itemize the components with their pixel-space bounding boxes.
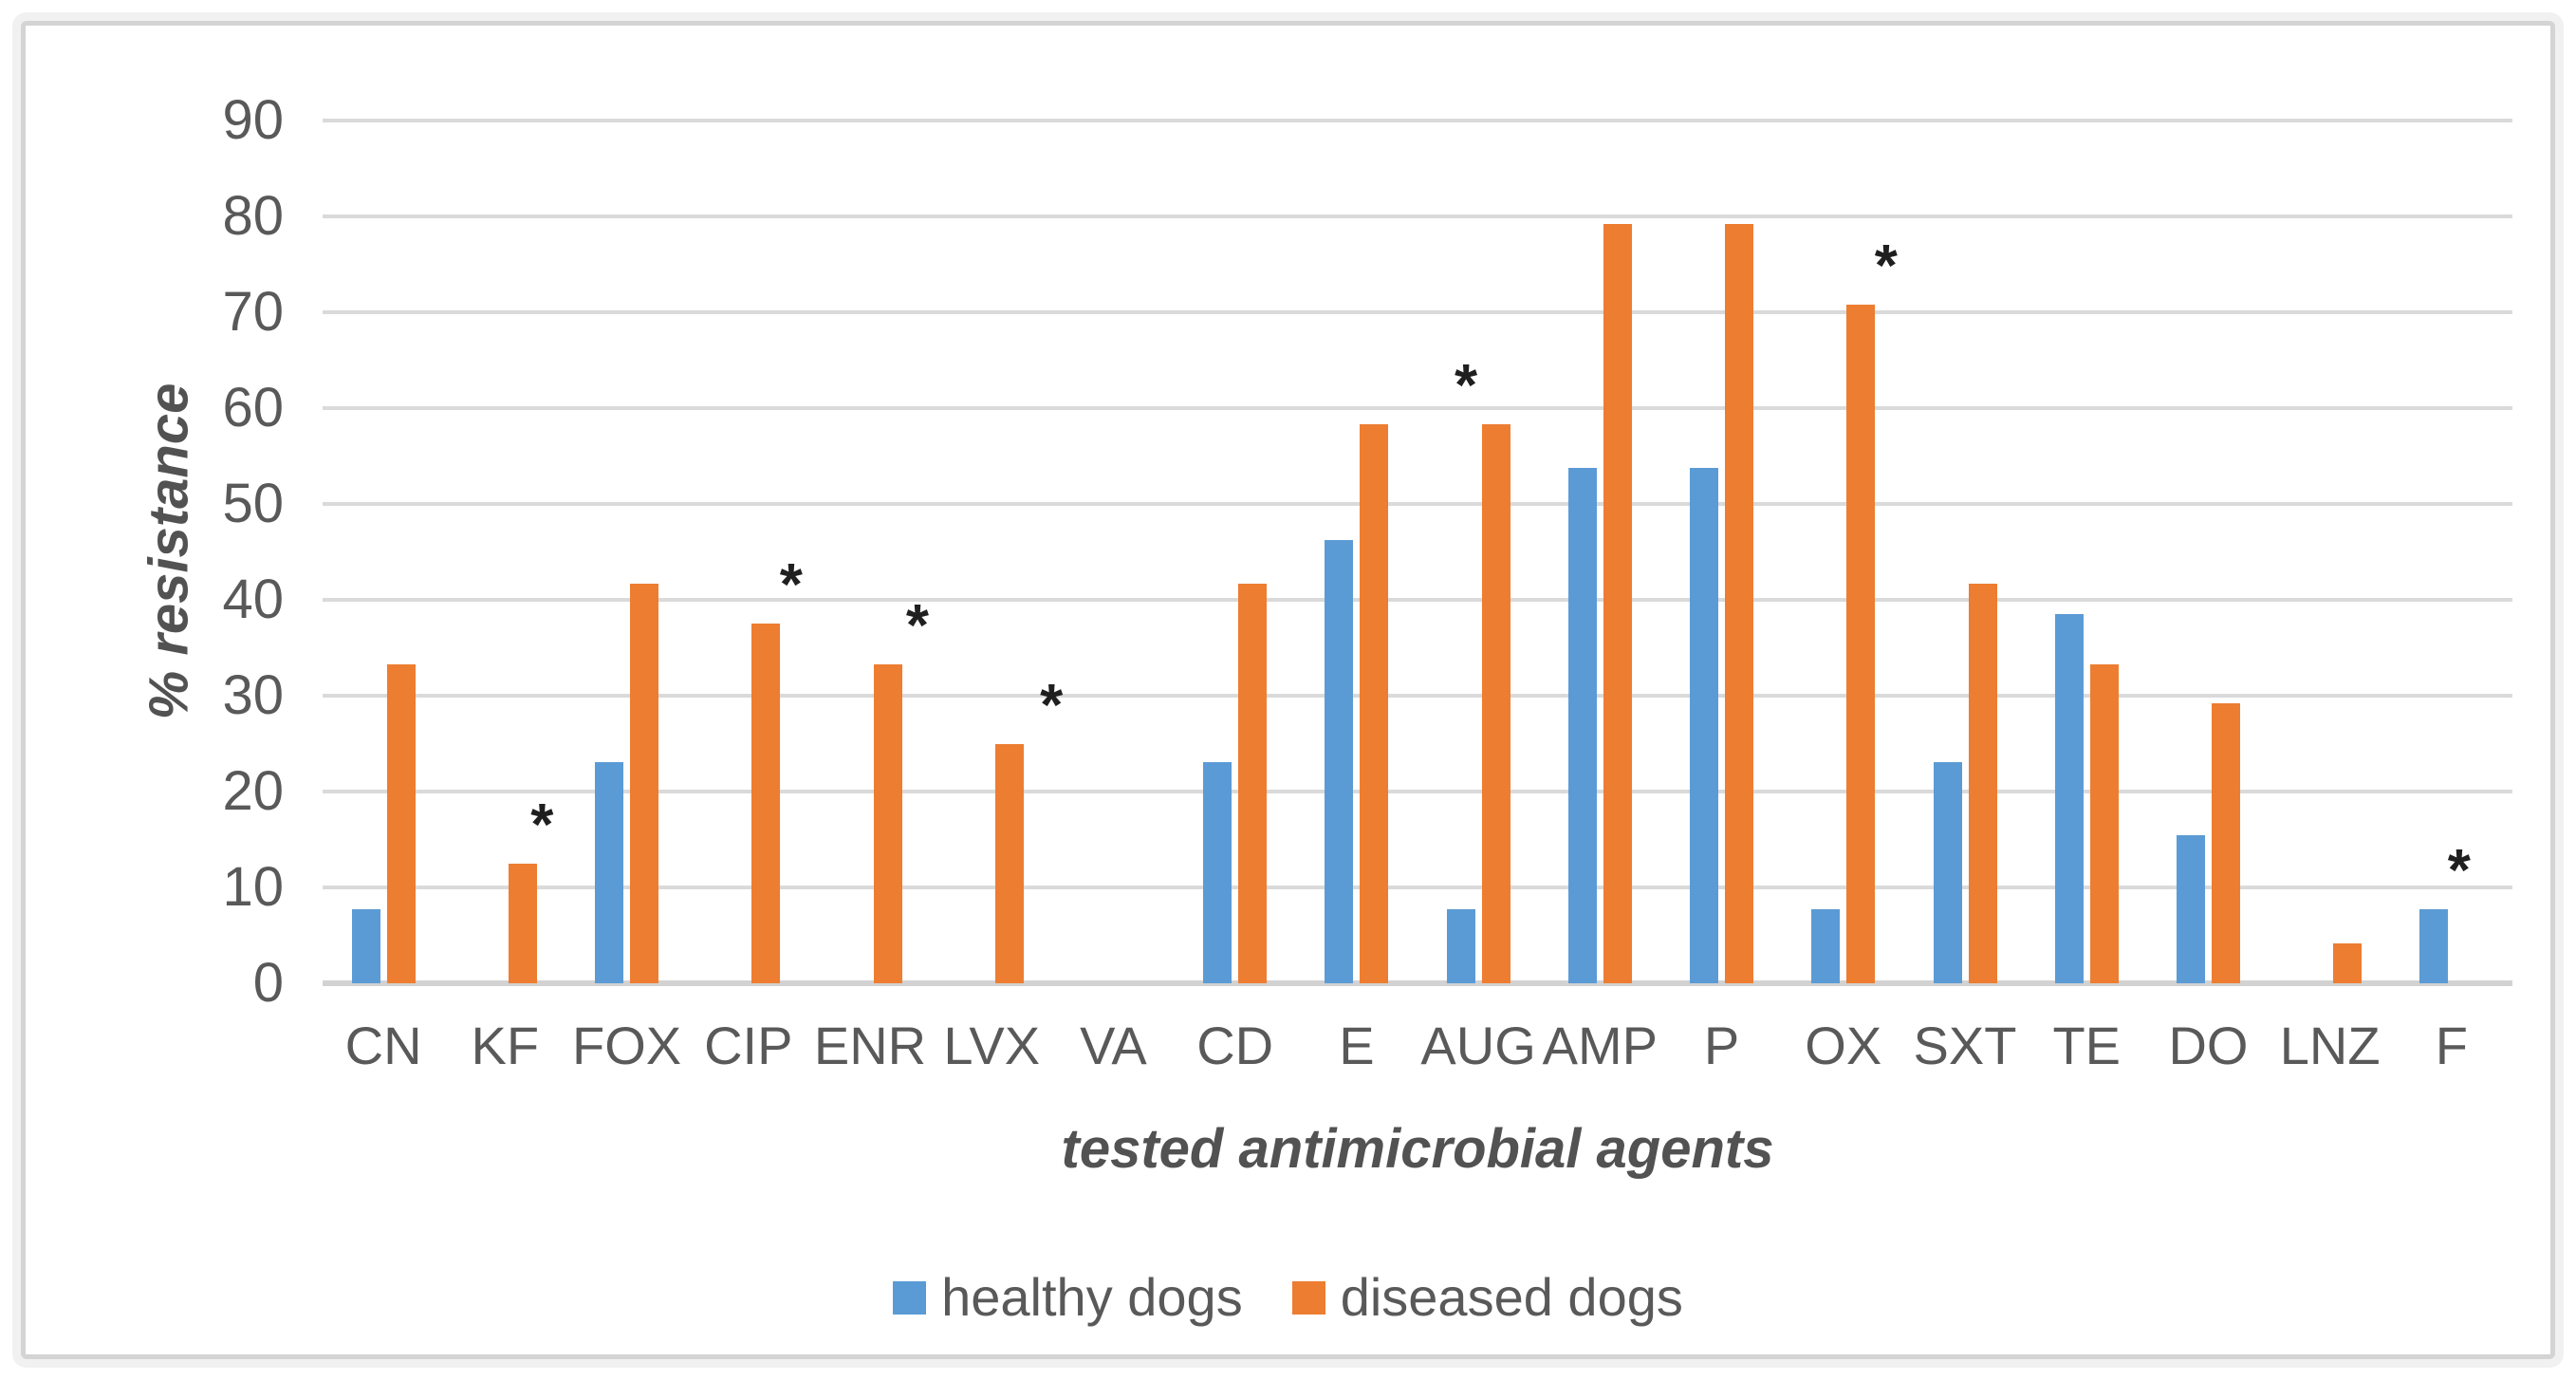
x-category-label-CD: CD [1196, 1016, 1274, 1075]
significance-marker-OX: * [1874, 233, 1898, 299]
gridline-y-10 [323, 886, 2512, 889]
gridline-y-30 [323, 694, 2512, 698]
gridline-y-40 [323, 598, 2512, 602]
bar-diseased-DO [2211, 703, 2240, 983]
bar-healthy-AMP [1567, 467, 1597, 983]
gridline-y-80 [323, 214, 2512, 218]
legend-item-healthy: healthy dogs [893, 1267, 1243, 1328]
bar-healthy-FOX [595, 761, 624, 983]
y-tick-label-80: 80 [222, 185, 284, 247]
y-tick-label-40: 40 [222, 569, 284, 630]
y-tick-label-70: 70 [222, 281, 284, 343]
x-category-label-ENR: ENR [813, 1016, 927, 1075]
legend: healthy dogs diseased dogs [26, 1267, 2550, 1328]
bar-diseased-CN [386, 663, 416, 983]
legend-item-diseased: diseased dogs [1291, 1267, 1683, 1328]
gridline-y-50 [323, 502, 2512, 506]
x-category-label-P: P [1703, 1016, 1740, 1075]
bar-diseased-AMP [1603, 224, 1632, 983]
x-category-label-CN: CN [344, 1016, 422, 1075]
bar-healthy-F [2419, 909, 2449, 983]
gridline-y-70 [323, 310, 2512, 314]
x-category-label-E: E [1339, 1016, 1375, 1075]
x-category-label-LVX: LVX [943, 1016, 1041, 1075]
significance-marker-LVX: * [1040, 672, 1064, 738]
x-category-label-FOX: FOX [571, 1016, 682, 1075]
significance-marker-KF: * [530, 792, 554, 858]
bar-healthy-DO [2176, 835, 2205, 983]
x-category-label-AUG: AUG [1420, 1016, 1536, 1075]
x-category-label-SXT: SXT [1913, 1016, 2017, 1075]
y-tick-label-90: 90 [222, 89, 284, 151]
bar-healthy-SXT [1933, 761, 1962, 983]
bar-diseased-P [1725, 224, 1754, 983]
y-tick-label-60: 60 [222, 377, 284, 438]
bar-diseased-AUG [1481, 424, 1510, 983]
bar-diseased-FOX [630, 583, 659, 983]
bar-diseased-E [1360, 424, 1389, 983]
bar-diseased-LNZ [2333, 942, 2363, 983]
bar-healthy-P [1690, 467, 1719, 983]
bar-healthy-E [1325, 540, 1354, 983]
x-category-label-VA: VA [1080, 1016, 1147, 1075]
significance-marker-F: * [2447, 838, 2471, 904]
gridline-y-90 [323, 119, 2512, 122]
x-category-label-F: F [2435, 1016, 2468, 1075]
bar-diseased-CIP [751, 624, 781, 983]
legend-swatch-diseased [1291, 1280, 1325, 1315]
significance-marker-ENR: * [905, 592, 930, 659]
y-tick-label-30: 30 [222, 664, 284, 726]
gridline-y-20 [323, 790, 2512, 793]
bar-healthy-OX [1811, 909, 1841, 983]
x-axis-title: tested antimicrobial agents [1061, 1118, 1774, 1180]
bar-diseased-KF [508, 863, 537, 983]
legend-label-diseased: diseased dogs [1340, 1267, 1683, 1327]
x-category-label-AMP: AMP [1542, 1016, 1658, 1075]
significance-marker-CIP: * [779, 552, 803, 619]
bar-diseased-ENR [873, 663, 902, 983]
legend-swatch-healthy [893, 1280, 927, 1315]
y-tick-label-10: 10 [222, 856, 284, 918]
y-tick-label-50: 50 [222, 473, 284, 534]
x-category-label-DO: DO [2168, 1016, 2249, 1075]
bar-healthy-CN [351, 909, 380, 983]
bar-diseased-LVX [994, 743, 1024, 983]
x-category-label-CIP: CIP [704, 1016, 793, 1075]
bar-diseased-TE [2089, 663, 2119, 983]
bar-diseased-SXT [1968, 583, 1997, 983]
x-axis-line [323, 980, 2512, 986]
bar-healthy-CD [1203, 761, 1232, 983]
gridline-y-60 [323, 406, 2512, 410]
x-category-label-TE: TE [2052, 1016, 2121, 1075]
x-category-label-KF: KF [471, 1016, 540, 1075]
bar-healthy-TE [2054, 614, 2084, 983]
bar-healthy-AUG [1446, 909, 1475, 983]
significance-marker-AUG: * [1455, 353, 1478, 420]
chart-frame: % resistance * * * * * * * 90 80 70 60 50 40 30 20 10 0… [21, 21, 2555, 1359]
bar-diseased-OX [1846, 304, 1876, 983]
plot-area: * * * * * * * [323, 119, 2512, 986]
y-tick-label-0: 0 [252, 952, 284, 1014]
x-category-label-OX: OX [1805, 1016, 1882, 1075]
x-category-label-LNZ: LNZ [2279, 1016, 2381, 1075]
y-tick-label-20: 20 [222, 760, 284, 822]
bar-diseased-CD [1238, 583, 1268, 983]
legend-label-healthy: healthy dogs [941, 1267, 1243, 1327]
